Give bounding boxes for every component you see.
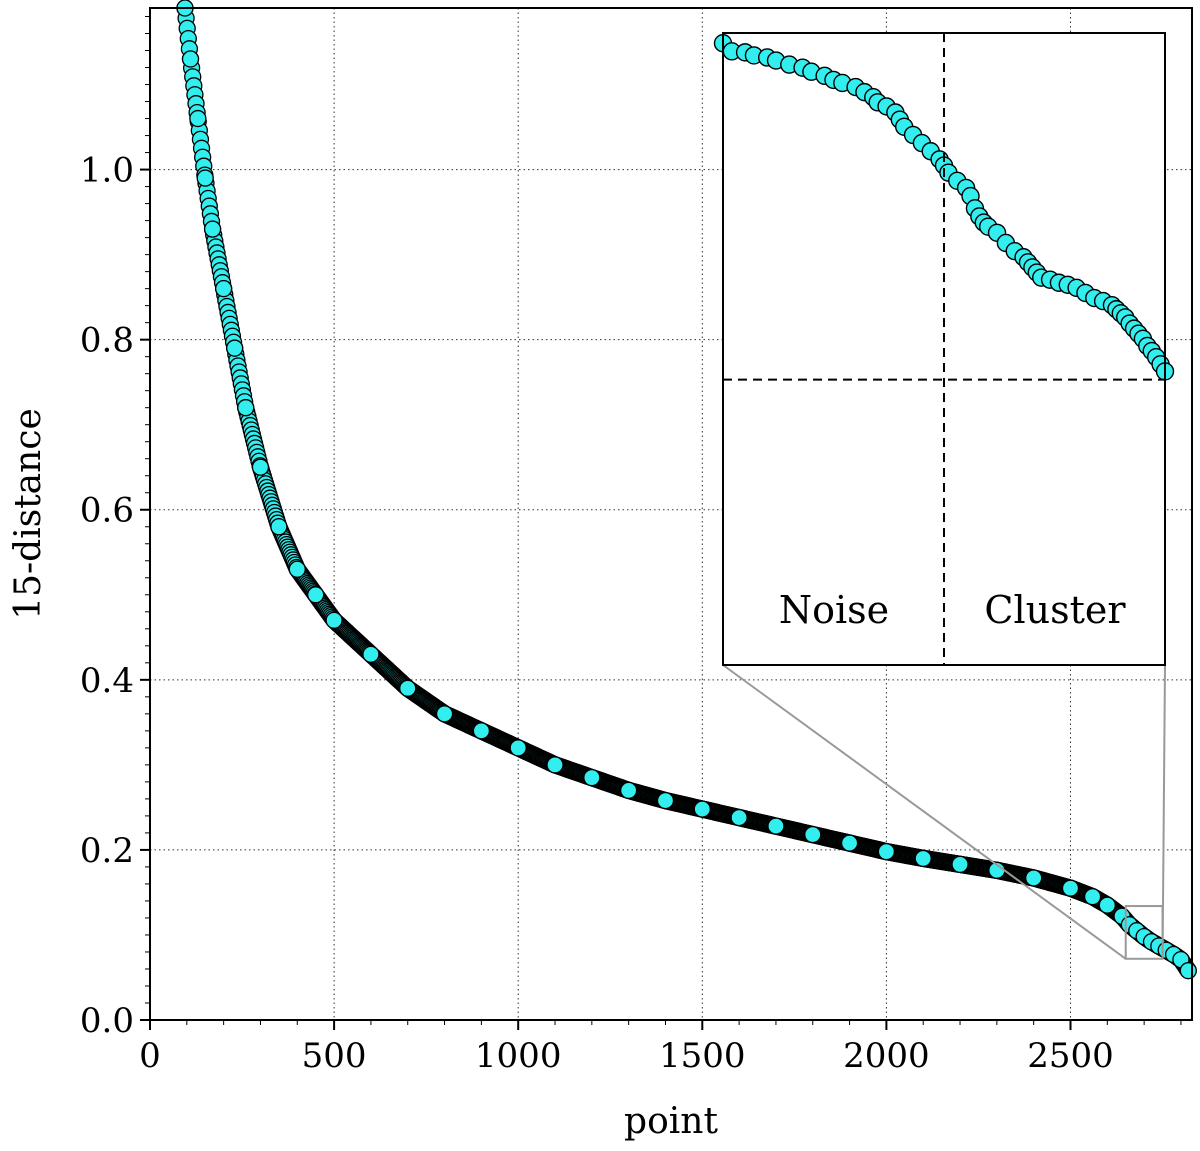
data-point [620, 781, 638, 800]
y-axis-label: 15-distance [8, 408, 49, 620]
data-point [270, 518, 288, 536]
data-point [189, 109, 207, 128]
y-tick-label: 0.0 [80, 1001, 134, 1041]
data-point [1025, 869, 1043, 887]
data-point [435, 705, 454, 723]
data-point [509, 739, 527, 757]
inset-connector-right [1161, 664, 1166, 959]
x-axis-label: point [624, 1101, 718, 1142]
data-point [1083, 888, 1102, 906]
data-point [767, 817, 785, 835]
x-tick-label: 0 [139, 1036, 161, 1076]
data-point [1179, 962, 1197, 980]
data-point [288, 560, 306, 578]
data-point [226, 339, 244, 357]
data-point [472, 722, 491, 740]
inset-frame [722, 32, 1166, 666]
data-point [546, 756, 564, 774]
data-point [1061, 879, 1080, 897]
data-point [203, 220, 222, 238]
data-point [325, 611, 343, 629]
data-point [307, 586, 325, 604]
data-point [914, 849, 932, 868]
data-point [840, 834, 859, 852]
data-point [804, 825, 822, 844]
inset-data-points [713, 33, 1175, 381]
x-tick-label: 2000 [843, 1036, 930, 1076]
y-tick-label: 0.8 [80, 321, 134, 361]
data-point [730, 808, 748, 827]
data-point [656, 791, 675, 810]
data-point [951, 855, 969, 874]
data-point [877, 842, 896, 861]
x-axis-ticks: 0 500 1000 1500 2000 2500 [139, 1020, 1114, 1076]
x-tick-label: 1500 [659, 1036, 746, 1076]
y-tick-label: 0.2 [80, 831, 134, 871]
data-point [181, 50, 200, 68]
data-point [251, 458, 270, 476]
x-tick-label: 1000 [475, 1036, 562, 1076]
data-point [196, 169, 214, 187]
inset-connector-left [722, 664, 1127, 960]
data-point [1098, 896, 1116, 914]
data-point [693, 800, 711, 818]
data-point [583, 768, 601, 787]
data-point [214, 279, 233, 298]
inset-noise-label: Noise [779, 588, 889, 632]
data-point [237, 399, 255, 417]
y-axis-ticks: 0.0 0.2 0.4 0.6 0.8 1.0 [80, 151, 150, 1041]
inset-cluster-label: Cluster [984, 588, 1126, 632]
y-tick-label: 1.0 [80, 151, 134, 191]
data-points [176, 0, 1197, 980]
zoom-inset: Noise Cluster [713, 32, 1175, 666]
y-tick-label: 0.4 [80, 661, 134, 701]
data-point [399, 679, 417, 697]
x-tick-label: 500 [302, 1036, 367, 1076]
data-point [362, 645, 380, 663]
x-tick-label: 2500 [1027, 1036, 1114, 1076]
plot-frame [149, 7, 1193, 1021]
y-tick-label: 0.6 [80, 491, 134, 531]
